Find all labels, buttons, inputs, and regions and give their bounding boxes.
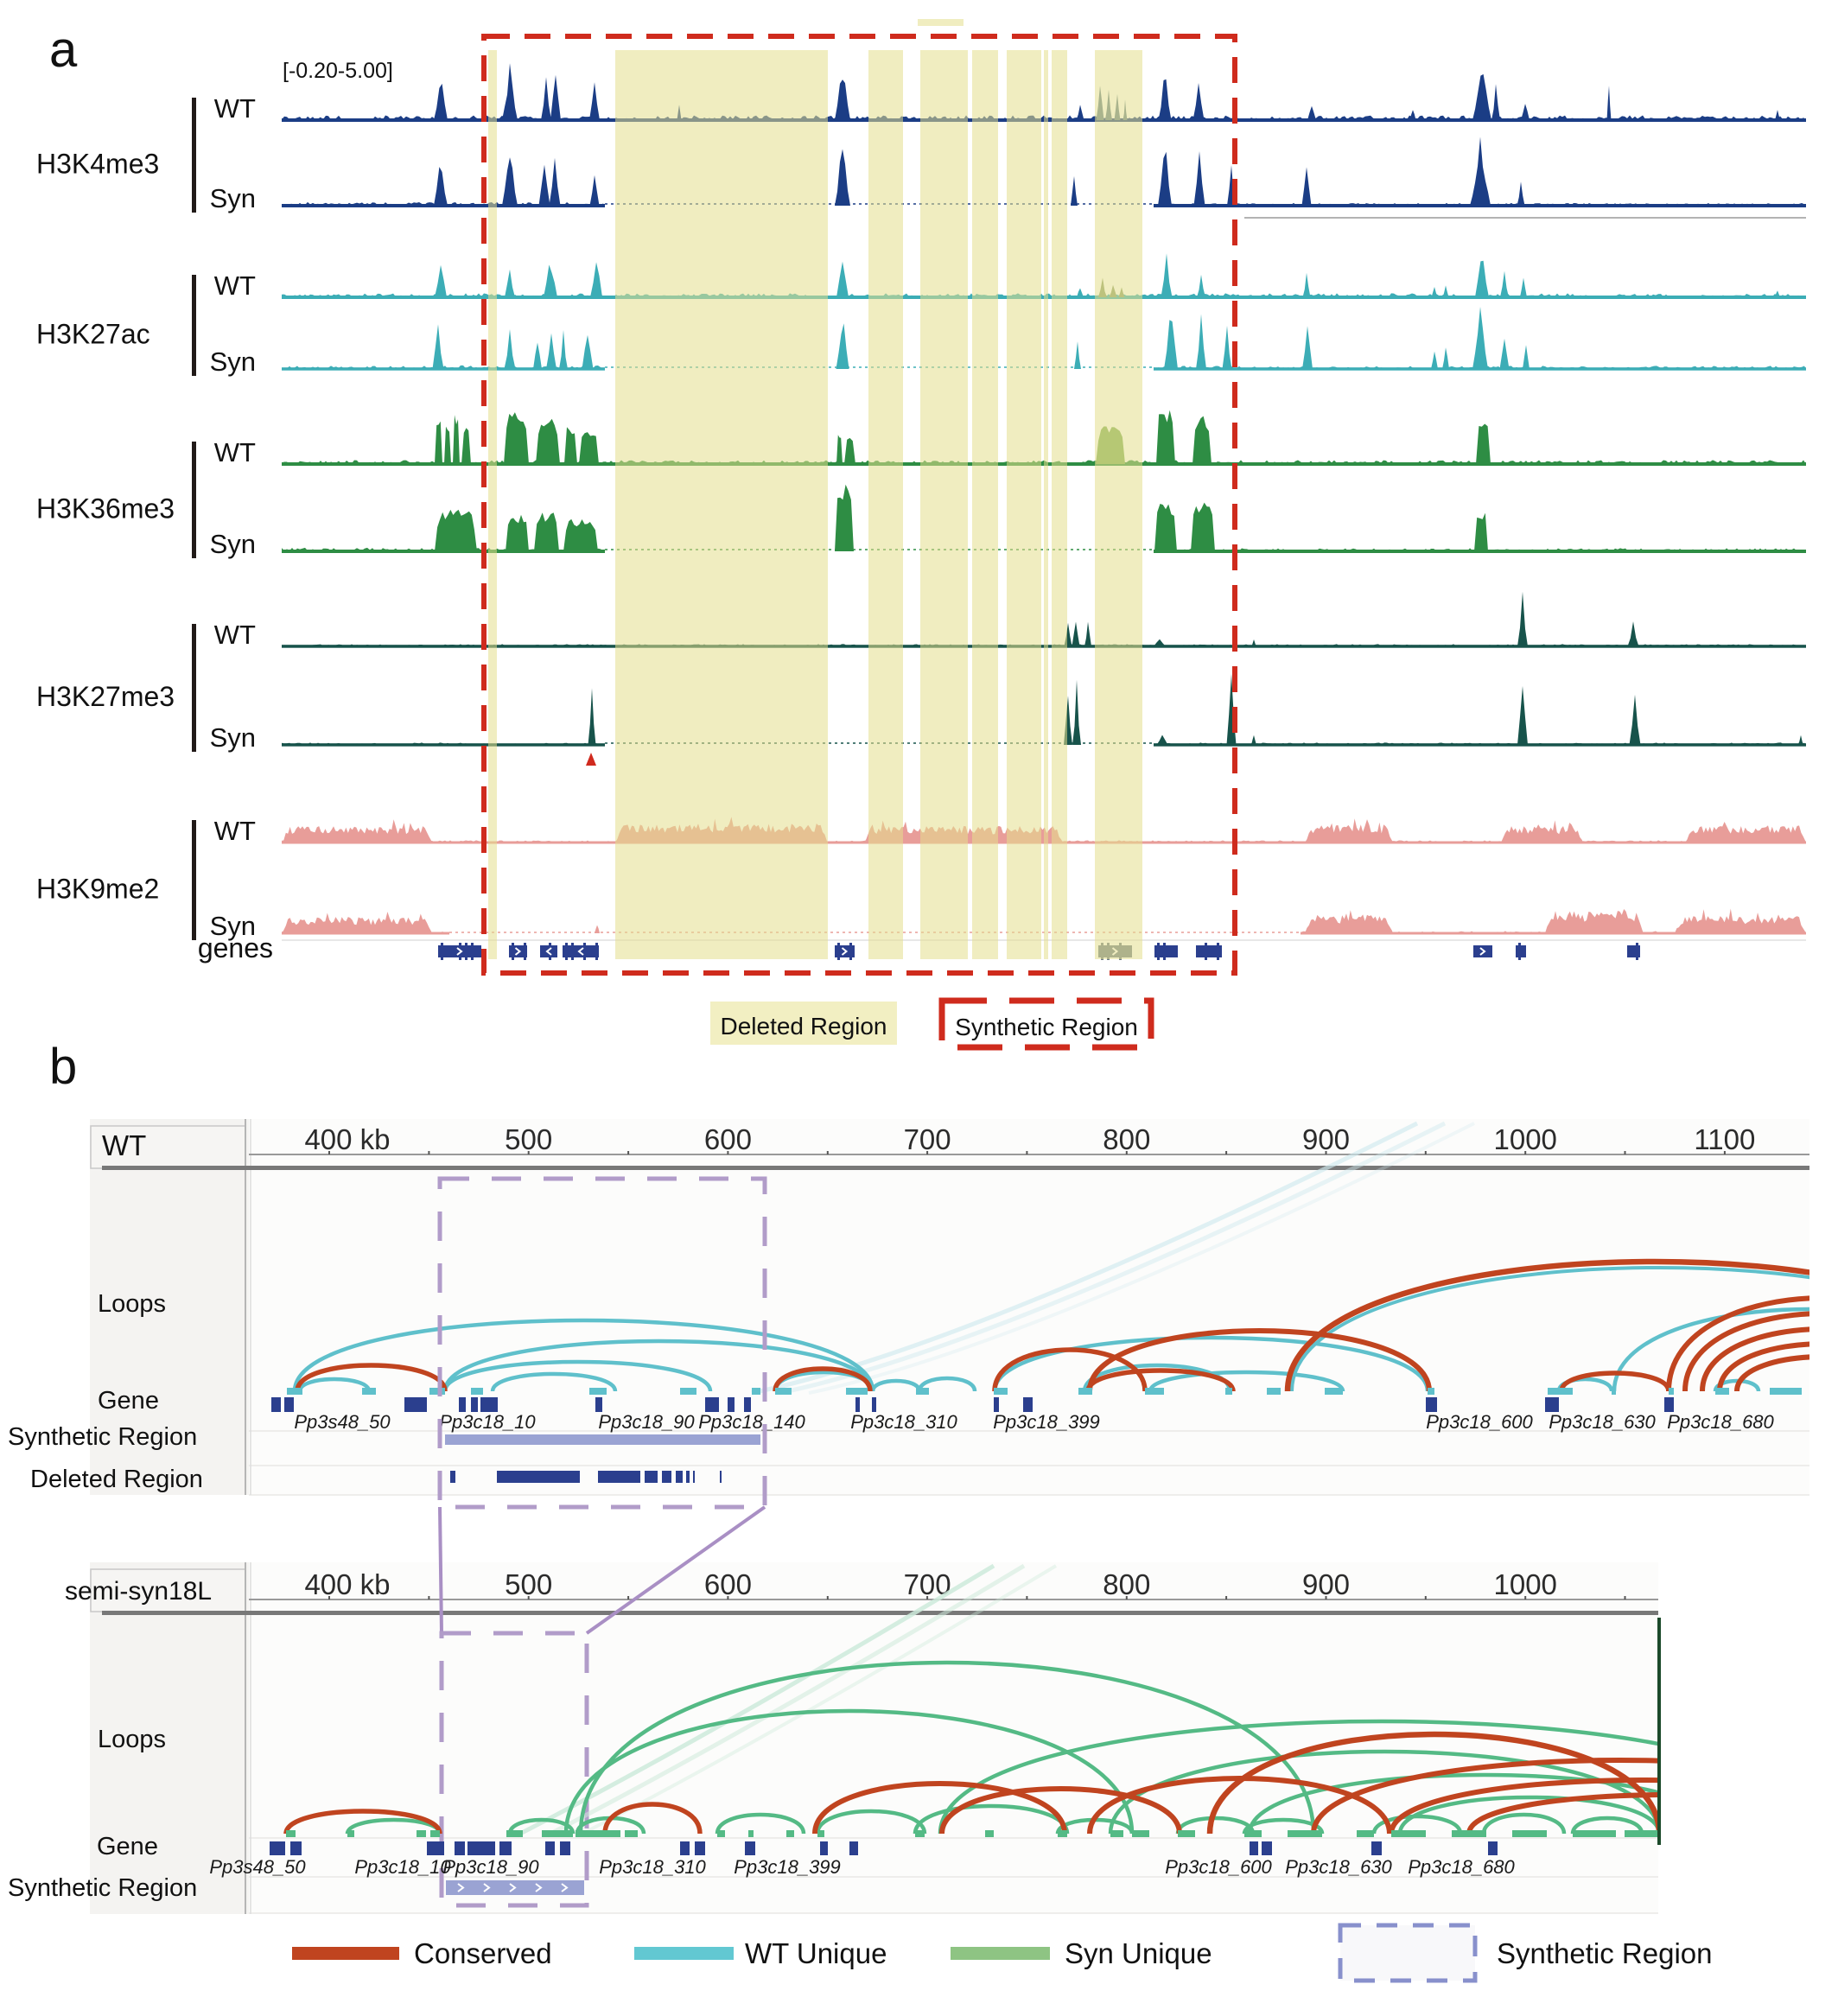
svg-text:600: 600 <box>704 1568 752 1600</box>
svg-text:900: 900 <box>1302 1568 1350 1600</box>
svg-text:Pp3c18_630: Pp3c18_630 <box>1285 1856 1392 1878</box>
svg-text:b: b <box>49 1039 77 1095</box>
svg-text:Pp3c18_90: Pp3c18_90 <box>598 1411 695 1433</box>
svg-text:Gene: Gene <box>98 1387 159 1415</box>
svg-text:Syn Unique: Syn Unique <box>1065 1937 1212 1969</box>
svg-text:H3K27me3: H3K27me3 <box>36 681 175 712</box>
svg-text:Syn: Syn <box>210 911 256 941</box>
svg-text:500: 500 <box>505 1568 552 1600</box>
svg-text:H3K4me3: H3K4me3 <box>36 149 159 180</box>
svg-text:Pp3c18_10: Pp3c18_10 <box>354 1856 451 1878</box>
svg-text:genes: genes <box>198 932 273 963</box>
svg-text:Gene: Gene <box>97 1833 158 1860</box>
svg-text:Pp3c18_600: Pp3c18_600 <box>1165 1856 1272 1878</box>
svg-text:800: 800 <box>1103 1123 1150 1155</box>
svg-text:Conserved: Conserved <box>414 1937 552 1969</box>
svg-text:1000: 1000 <box>1493 1123 1556 1155</box>
svg-text:semi-syn18L: semi-syn18L <box>65 1577 212 1606</box>
svg-text:Syn: Syn <box>210 722 256 753</box>
svg-text:Pp3s48_50: Pp3s48_50 <box>294 1411 391 1433</box>
svg-text:WT: WT <box>214 270 256 301</box>
svg-text:Pp3c18_10: Pp3c18_10 <box>439 1411 536 1433</box>
svg-text:Pp3c18_310: Pp3c18_310 <box>850 1411 957 1433</box>
svg-text:H3K36me3: H3K36me3 <box>36 493 175 525</box>
svg-text:900: 900 <box>1302 1123 1350 1155</box>
svg-text:WT: WT <box>214 437 256 467</box>
svg-text:a: a <box>49 22 78 78</box>
svg-text:500: 500 <box>505 1123 552 1155</box>
svg-text:WT: WT <box>214 816 256 846</box>
svg-text:Syn: Syn <box>210 347 256 377</box>
svg-text:Syn: Syn <box>210 529 256 559</box>
svg-text:Syn: Syn <box>210 183 256 213</box>
svg-text:Synthetic Region: Synthetic Region <box>8 1874 197 1902</box>
svg-text:Pp3c18_680: Pp3c18_680 <box>1667 1411 1774 1433</box>
svg-text:H3K27ac: H3K27ac <box>36 319 150 350</box>
svg-text:Pp3c18_680: Pp3c18_680 <box>1408 1856 1515 1878</box>
svg-text:Deleted Region: Deleted Region <box>720 1013 887 1040</box>
svg-text:400 kb: 400 kb <box>304 1123 390 1155</box>
svg-text:600: 600 <box>704 1123 752 1155</box>
svg-text:Loops: Loops <box>98 1726 166 1753</box>
svg-text:WT: WT <box>214 93 256 124</box>
svg-text:Pp3c18_140: Pp3c18_140 <box>698 1411 805 1433</box>
svg-text:Synthetic Region: Synthetic Region <box>955 1014 1138 1040</box>
svg-text:Synthetic Region: Synthetic Region <box>1497 1937 1712 1969</box>
svg-text:1100: 1100 <box>1694 1123 1755 1155</box>
svg-text:H3K9me2: H3K9me2 <box>36 874 159 905</box>
svg-text:400 kb: 400 kb <box>304 1568 390 1600</box>
svg-text:WT: WT <box>214 620 256 650</box>
svg-text:Pp3s48_50: Pp3s48_50 <box>209 1856 306 1878</box>
svg-text:WT: WT <box>102 1129 146 1161</box>
svg-text:Synthetic Region: Synthetic Region <box>8 1423 197 1451</box>
svg-text:Pp3c18_399: Pp3c18_399 <box>993 1411 1100 1433</box>
svg-text:800: 800 <box>1103 1568 1150 1600</box>
svg-text:Loops: Loops <box>98 1290 166 1318</box>
svg-text:[-0.20-5.00]: [-0.20-5.00] <box>283 59 393 83</box>
svg-text:Pp3c18_90: Pp3c18_90 <box>442 1856 539 1878</box>
svg-text:700: 700 <box>904 1123 951 1155</box>
svg-text:Deleted Region: Deleted Region <box>30 1466 203 1493</box>
svg-text:Pp3c18_630: Pp3c18_630 <box>1549 1411 1656 1433</box>
svg-text:Pp3c18_399: Pp3c18_399 <box>734 1856 841 1878</box>
svg-text:WT Unique: WT Unique <box>745 1937 887 1969</box>
svg-text:1000: 1000 <box>1493 1568 1556 1600</box>
svg-text:Pp3c18_310: Pp3c18_310 <box>599 1856 706 1878</box>
svg-text:Pp3c18_600: Pp3c18_600 <box>1426 1411 1533 1433</box>
